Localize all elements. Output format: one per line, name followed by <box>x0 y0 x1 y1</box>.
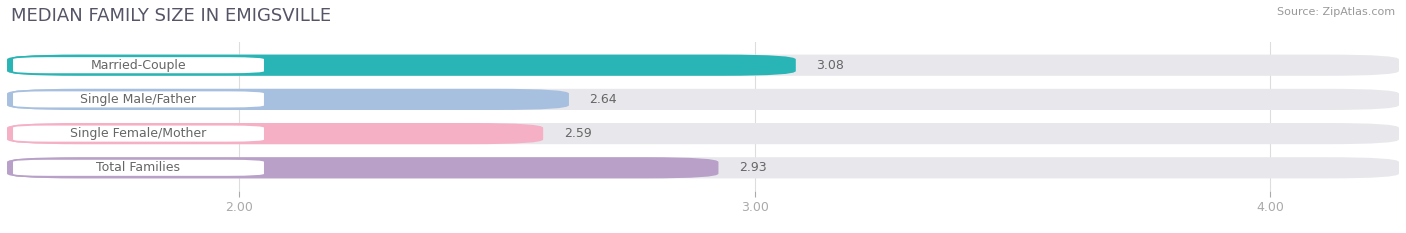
Text: 2.59: 2.59 <box>564 127 592 140</box>
Text: Source: ZipAtlas.com: Source: ZipAtlas.com <box>1277 7 1395 17</box>
Text: 3.08: 3.08 <box>817 59 844 72</box>
FancyBboxPatch shape <box>7 157 718 178</box>
Text: MEDIAN FAMILY SIZE IN EMIGSVILLE: MEDIAN FAMILY SIZE IN EMIGSVILLE <box>11 7 332 25</box>
Text: Total Families: Total Families <box>97 161 180 174</box>
FancyBboxPatch shape <box>7 55 1399 76</box>
FancyBboxPatch shape <box>7 157 1399 178</box>
FancyBboxPatch shape <box>7 123 543 144</box>
FancyBboxPatch shape <box>7 89 1399 110</box>
Text: 2.93: 2.93 <box>740 161 766 174</box>
FancyBboxPatch shape <box>7 55 796 76</box>
FancyBboxPatch shape <box>13 125 264 142</box>
Text: Single Female/Mother: Single Female/Mother <box>70 127 207 140</box>
FancyBboxPatch shape <box>7 89 569 110</box>
Text: Single Male/Father: Single Male/Father <box>80 93 197 106</box>
Text: Married-Couple: Married-Couple <box>90 59 187 72</box>
FancyBboxPatch shape <box>13 159 264 177</box>
Text: 2.64: 2.64 <box>589 93 617 106</box>
FancyBboxPatch shape <box>13 56 264 74</box>
FancyBboxPatch shape <box>7 123 1399 144</box>
FancyBboxPatch shape <box>13 91 264 108</box>
